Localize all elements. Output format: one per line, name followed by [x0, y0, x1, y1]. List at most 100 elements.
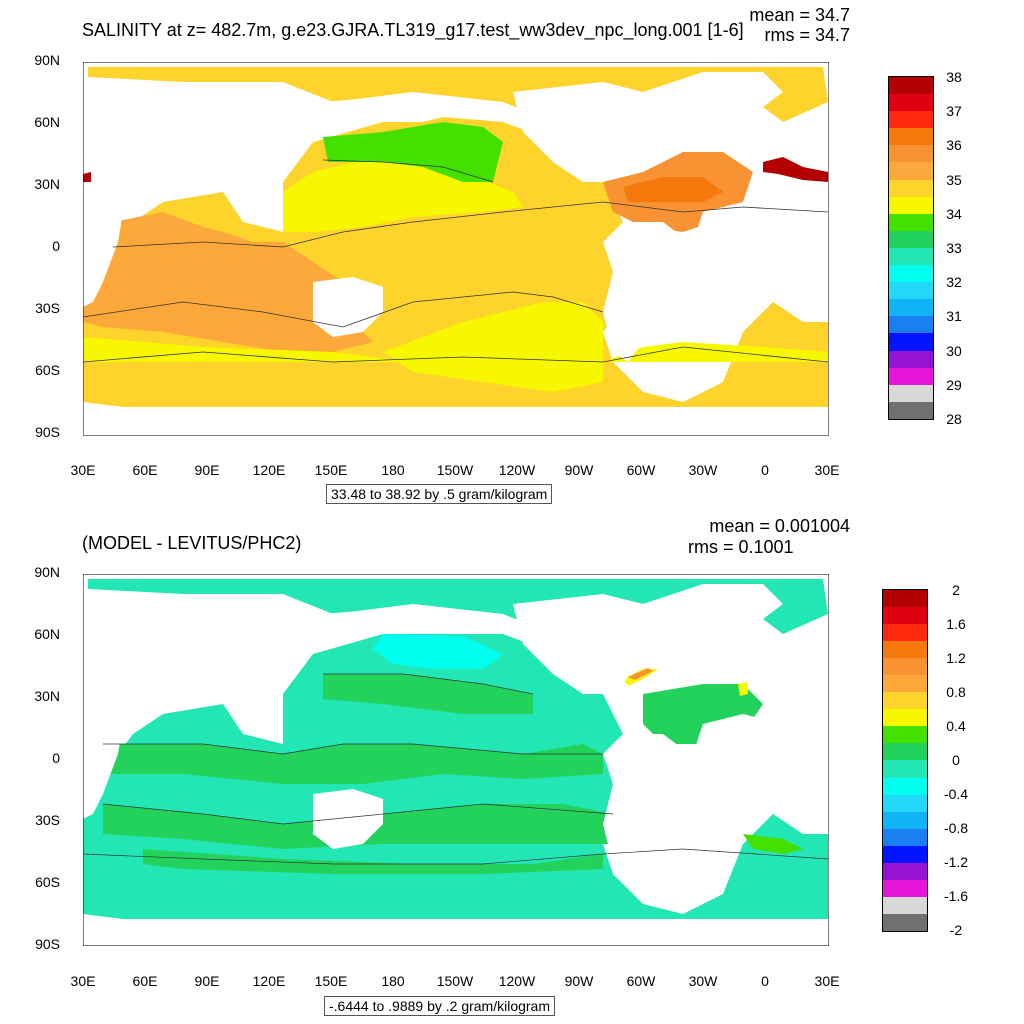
bottom-range-note: -.6444 to .9889 by .2 gram/kilogram [324, 996, 556, 1016]
bottom-lon-120w: 120W [498, 973, 536, 989]
colorbar-segment [889, 350, 933, 368]
colorbar-tick-label: -2 [949, 922, 963, 938]
colorbar-tick-label: -1.6 [943, 888, 969, 904]
top-lon-120e: 120E [252, 462, 286, 478]
top-land-americas-s [603, 222, 693, 362]
colorbar-segment [883, 811, 927, 829]
colorbar-segment [883, 641, 927, 659]
colorbar-segment [889, 282, 933, 300]
bottom-yellow-spot [738, 682, 748, 696]
bottom-land-americas-n [513, 594, 663, 694]
top-lat-30s: 30S [35, 300, 60, 316]
colorbar-tick-label: 38 [946, 69, 962, 85]
bottom-title: (MODEL - LEVITUS/PHC2) [82, 533, 302, 553]
top-lon-150e: 150E [314, 462, 348, 478]
colorbar-segment [889, 333, 933, 351]
colorbar-tick-label: 0 [952, 752, 960, 768]
colorbar-segment [883, 896, 927, 914]
top-mean: mean = 34.7 [749, 5, 850, 25]
top-contour-3 [83, 346, 829, 363]
colorbar-segment [883, 675, 927, 693]
colorbar-segment [883, 879, 927, 897]
colorbar-segment [889, 179, 933, 197]
top-atlantic-core [623, 177, 723, 202]
top-lat-90n: 90N [34, 52, 60, 68]
bottom-lat-90s: 90S [35, 936, 60, 952]
colorbar-segment [883, 743, 927, 761]
colorbar-segment [889, 367, 933, 385]
bottom-land-americas-s [603, 734, 693, 874]
bottom-land-australia [313, 789, 383, 849]
colorbar-segment [889, 162, 933, 180]
colorbar-segment [883, 624, 927, 642]
bottom-lon-90w: 90W [564, 973, 594, 989]
bottom-contour-2 [102, 803, 614, 825]
top-lat-60s: 60S [35, 362, 60, 378]
top-salinity-map [83, 62, 829, 436]
bottom-lat-60n: 60N [34, 626, 60, 642]
colorbar-segment [883, 777, 927, 795]
top-lon-120w: 120W [498, 462, 536, 478]
top-contour-4 [322, 159, 494, 183]
colorbar-tick-label: 33 [946, 240, 962, 256]
bottom-difference-map [83, 574, 829, 946]
colorbar-segment [889, 94, 933, 112]
top-red-sea-spot [83, 172, 91, 182]
bottom-mean: mean = 0.001004 [709, 516, 850, 536]
bottom-lat-30n: 30N [34, 688, 60, 704]
colorbar-segment [883, 760, 927, 778]
bottom-lon-120e: 120E [252, 973, 286, 989]
bottom-contour-1 [103, 743, 603, 755]
top-lat-30n: 30N [34, 176, 60, 192]
top-land-eurasia [83, 82, 413, 222]
top-lon-60e: 60E [132, 462, 158, 478]
top-n-pacific-green [323, 122, 503, 182]
bottom-lon-180: 180 [381, 973, 405, 989]
bottom-land-africa-w [83, 694, 123, 819]
bottom-rms: rms = 0.1001 [688, 537, 794, 557]
top-lon-30e-end: 30E [814, 462, 840, 478]
colorbar-tick-label: 32 [946, 274, 962, 291]
colorbar-tick-label: 0.4 [946, 718, 966, 734]
top-lon-30e: 30E [70, 462, 96, 478]
bottom-green-band-1 [103, 744, 603, 784]
top-lon-90e: 90E [194, 462, 220, 478]
top-lat-0: 0 [52, 238, 60, 254]
top-southern-yellow [83, 337, 828, 362]
colorbar-segment [883, 709, 927, 727]
colorbar-segment [889, 77, 933, 95]
colorbar-segment [889, 299, 933, 317]
colorbar-segment [883, 726, 927, 744]
colorbar-segment [883, 862, 927, 880]
top-contour-2 [83, 291, 604, 328]
top-lon-30w: 30W [688, 462, 718, 478]
bottom-lon-60e: 60E [132, 973, 158, 989]
top-colorbar [888, 76, 934, 420]
colorbar-segment [889, 384, 933, 402]
colorbar-segment [883, 590, 927, 608]
colorbar-tick-label: 1.2 [946, 650, 966, 666]
top-land-americas-n [513, 82, 663, 182]
colorbar-segment [889, 213, 933, 231]
colorbar-segment [889, 111, 933, 129]
colorbar-tick-label: 29 [946, 376, 962, 393]
bottom-land-antarctica [83, 919, 828, 946]
colorbar-tick-label: -0.8 [943, 820, 969, 836]
colorbar-segment [883, 794, 927, 812]
bottom-lon-90e: 90E [194, 973, 220, 989]
bottom-land-greenland [643, 584, 783, 644]
top-title: SALINITY at z= 482.7m, g.e23.GJRA.TL319_… [82, 20, 744, 40]
bottom-cyan-npac [373, 634, 503, 669]
top-land-greenland [643, 72, 783, 132]
top-contour-1 [112, 201, 829, 248]
colorbar-segment [883, 828, 927, 846]
top-lon-0: 0 [761, 462, 769, 478]
bottom-lat-60s: 60S [35, 874, 60, 890]
top-mediterranean [763, 157, 828, 182]
bottom-yellow-gulf [623, 669, 658, 686]
bottom-land-africa-main [693, 714, 803, 824]
top-lon-180: 180 [381, 462, 405, 478]
colorbar-segment [883, 692, 927, 710]
colorbar-tick-label: 2 [952, 582, 960, 598]
top-lon-150w: 150W [436, 462, 474, 478]
